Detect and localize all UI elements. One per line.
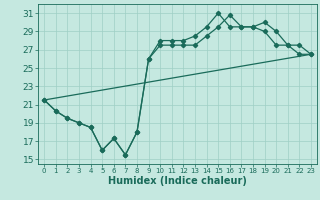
X-axis label: Humidex (Indice chaleur): Humidex (Indice chaleur) bbox=[108, 176, 247, 186]
